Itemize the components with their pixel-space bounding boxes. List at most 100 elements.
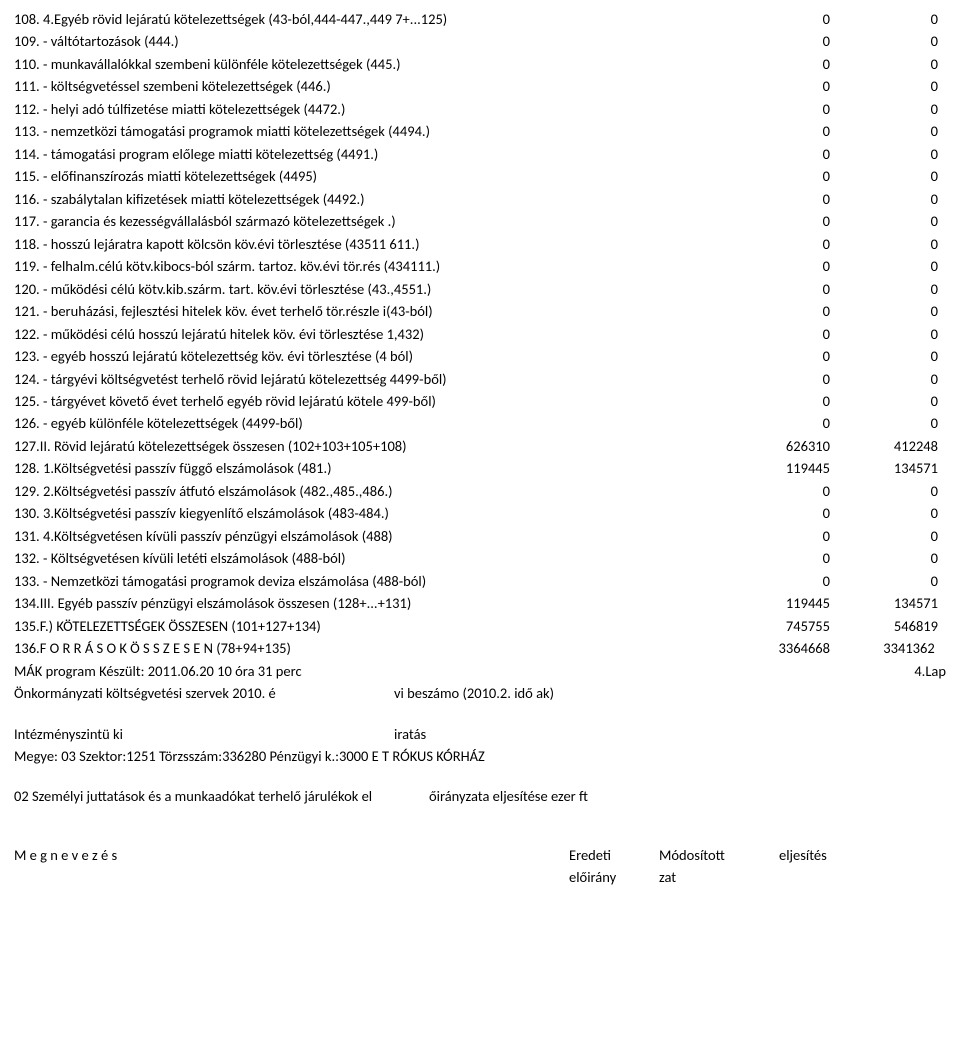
table-row: 131. 4.Költségvetésen kívüli passzív pén… (14, 525, 946, 547)
row-value-1: 0 (710, 165, 838, 187)
row-value-2: 3341362 (838, 637, 946, 659)
table-row: 121. - beruházási, fejlesztési hitelek k… (14, 300, 946, 322)
section-title-right: őirányzata eljesítése ezer ft (429, 785, 588, 807)
row-value-2: 0 (838, 480, 946, 502)
report-title-left: Önkormányzati költségvetési szervek 2010… (14, 682, 394, 704)
row-value-2: 0 (838, 98, 946, 120)
row-value-1: 0 (710, 120, 838, 142)
header-modositott: Módosított (659, 844, 779, 866)
table-row: 127.II. Rövid lejáratú kötelezettségek ö… (14, 435, 946, 457)
row-value-2: 0 (838, 525, 946, 547)
table-row: 116. - szabálytalan kifizetések miatti k… (14, 188, 946, 210)
table-row: 129. 2.Költségvetési passzív átfutó elsz… (14, 480, 946, 502)
table-row: 108. 4.Egyéb rövid lejáratú kötelezettsé… (14, 8, 946, 30)
header-eredeti: Eredeti (569, 844, 659, 866)
county-text: Megye: 03 Szektor:1251 Törzsszám:336280 … (14, 745, 485, 767)
table-row: 135.F.) KÖTELEZETTSÉGEK ÖSSZESEN (101+12… (14, 615, 946, 637)
row-value-1: 119445 (710, 457, 838, 479)
table-row: 134.III. Egyéb passzív pénzügyi elszámol… (14, 592, 946, 614)
table-row: 125. - tárgyévet követő évet terhelő egy… (14, 390, 946, 412)
row-value-1: 3364668 (710, 637, 838, 659)
row-value-2: 546819 (838, 615, 946, 637)
row-value-2: 0 (838, 278, 946, 300)
row-value-1: 745755 (710, 615, 838, 637)
row-label: 115. - előfinanszírozás miatti kötelezet… (14, 165, 317, 187)
row-value-2: 0 (838, 120, 946, 142)
table-row: 123. - egyéb hosszú lejáratú kötelezetts… (14, 345, 946, 367)
table-row: 115. - előfinanszírozás miatti kötelezet… (14, 165, 946, 187)
row-value-1: 0 (710, 143, 838, 165)
row-label: 128. 1.Költségvetési passzív függő elszá… (14, 457, 332, 479)
row-label: 131. 4.Költségvetésen kívüli passzív pén… (14, 525, 393, 547)
row-value-1: 0 (710, 233, 838, 255)
row-value-2: 0 (838, 53, 946, 75)
row-value-2: 0 (838, 390, 946, 412)
row-value-2: 0 (838, 188, 946, 210)
row-value-2: 0 (838, 323, 946, 345)
program-info-row: MÁK program Készült: 2011.06.20 10 óra 3… (14, 660, 946, 682)
table-row: 132. - Költségvetésen kívüli letéti elsz… (14, 547, 946, 569)
row-value-2: 0 (838, 368, 946, 390)
column-headers-line2: előirány zat (14, 866, 946, 888)
row-value-1: 0 (710, 525, 838, 547)
row-label: 118. - hosszú lejáratra kapott kölcsön k… (14, 233, 419, 255)
column-headers-line1: M e g n e v e z é s Eredeti Módosított e… (14, 844, 946, 866)
table-row: 122. - működési célú hosszú lejáratú hit… (14, 323, 946, 345)
header-megnevezes: M e g n e v e z é s (14, 844, 569, 866)
row-label: 109. - váltótartozások (444.) (14, 30, 179, 52)
row-label: 124. - tárgyévi költségvetést terhelő rö… (14, 368, 447, 390)
row-value-1: 0 (710, 30, 838, 52)
row-value-1: 0 (710, 75, 838, 97)
row-value-1: 0 (710, 345, 838, 367)
table-row: 128. 1.Költségvetési passzív függő elszá… (14, 457, 946, 479)
table-row: 136.F O R R Á S O K Ö S S Z E S E N (78+… (14, 637, 946, 659)
row-value-1: 0 (710, 480, 838, 502)
row-label: 130. 3.Költségvetési passzív kiegyenlítő… (14, 502, 389, 524)
row-label: 121. - beruházási, fejlesztési hitelek k… (14, 300, 433, 322)
table-row: 114. - támogatási program előlege miatti… (14, 143, 946, 165)
row-value-2: 412248 (838, 435, 946, 457)
row-label: 123. - egyéb hosszú lejáratú kötelezetts… (14, 345, 413, 367)
row-label: 127.II. Rövid lejáratú kötelezettségek ö… (14, 435, 407, 457)
row-value-1: 0 (710, 188, 838, 210)
table-row: 119. - felhalm.célú kötv.kibocs-ból szár… (14, 255, 946, 277)
table-row: 117. - garancia és kezességvállalásból s… (14, 210, 946, 232)
table-row: 126. - egyéb különféle kötelezettségek (… (14, 412, 946, 434)
section-title-left: 02 Személyi juttatások és a munkaadókat … (14, 785, 429, 807)
row-value-2: 0 (838, 30, 946, 52)
row-label: 133. - Nemzetközi támogatási programok d… (14, 570, 426, 592)
row-value-2: 0 (838, 143, 946, 165)
row-value-2: 134571 (838, 457, 946, 479)
row-value-2: 134571 (838, 592, 946, 614)
institution-left: Intézményszintü ki (14, 723, 394, 745)
table-row: 133. - Nemzetközi támogatási programok d… (14, 570, 946, 592)
row-label: 125. - tárgyévet követő évet terhelő egy… (14, 390, 436, 412)
program-info: MÁK program Készült: 2011.06.20 10 óra 3… (14, 660, 302, 682)
row-value-1: 626310 (710, 435, 838, 457)
row-value-2: 0 (838, 570, 946, 592)
institution-row: Intézményszintü ki iratás (14, 723, 946, 745)
row-label: 114. - támogatási program előlege miatti… (14, 143, 378, 165)
row-label: 110. - munkavállalókkal szembeni különfé… (14, 53, 401, 75)
row-label: 134.III. Egyéb passzív pénzügyi elszámol… (14, 592, 411, 614)
header-zat: zat (659, 866, 779, 888)
row-label: 113. - nemzetközi támogatási programok m… (14, 120, 430, 142)
row-value-1: 0 (710, 278, 838, 300)
row-value-1: 0 (710, 547, 838, 569)
section-title-row: 02 Személyi juttatások és a munkaadókat … (14, 785, 946, 807)
table-row: 111. - költségvetéssel szembeni köteleze… (14, 75, 946, 97)
row-label: 112. - helyi adó túlfizetése miatti köte… (14, 98, 345, 120)
row-label: 117. - garancia és kezességvállalásból s… (14, 210, 396, 232)
row-label: 108. 4.Egyéb rövid lejáratú kötelezettsé… (14, 8, 447, 30)
row-value-2: 0 (838, 165, 946, 187)
row-label: 126. - egyéb különféle kötelezettségek (… (14, 412, 303, 434)
table-row: 118. - hosszú lejáratra kapott kölcsön k… (14, 233, 946, 255)
row-value-2: 0 (838, 502, 946, 524)
institution-right: iratás (394, 723, 426, 745)
page-number: 4.Lap (914, 660, 946, 682)
row-label: 132. - Költségvetésen kívüli letéti elsz… (14, 547, 346, 569)
row-value-1: 0 (710, 368, 838, 390)
header-eloirany: előirány (569, 866, 659, 888)
table-row: 109. - váltótartozások (444.) 00 (14, 30, 946, 52)
row-value-1: 0 (710, 255, 838, 277)
